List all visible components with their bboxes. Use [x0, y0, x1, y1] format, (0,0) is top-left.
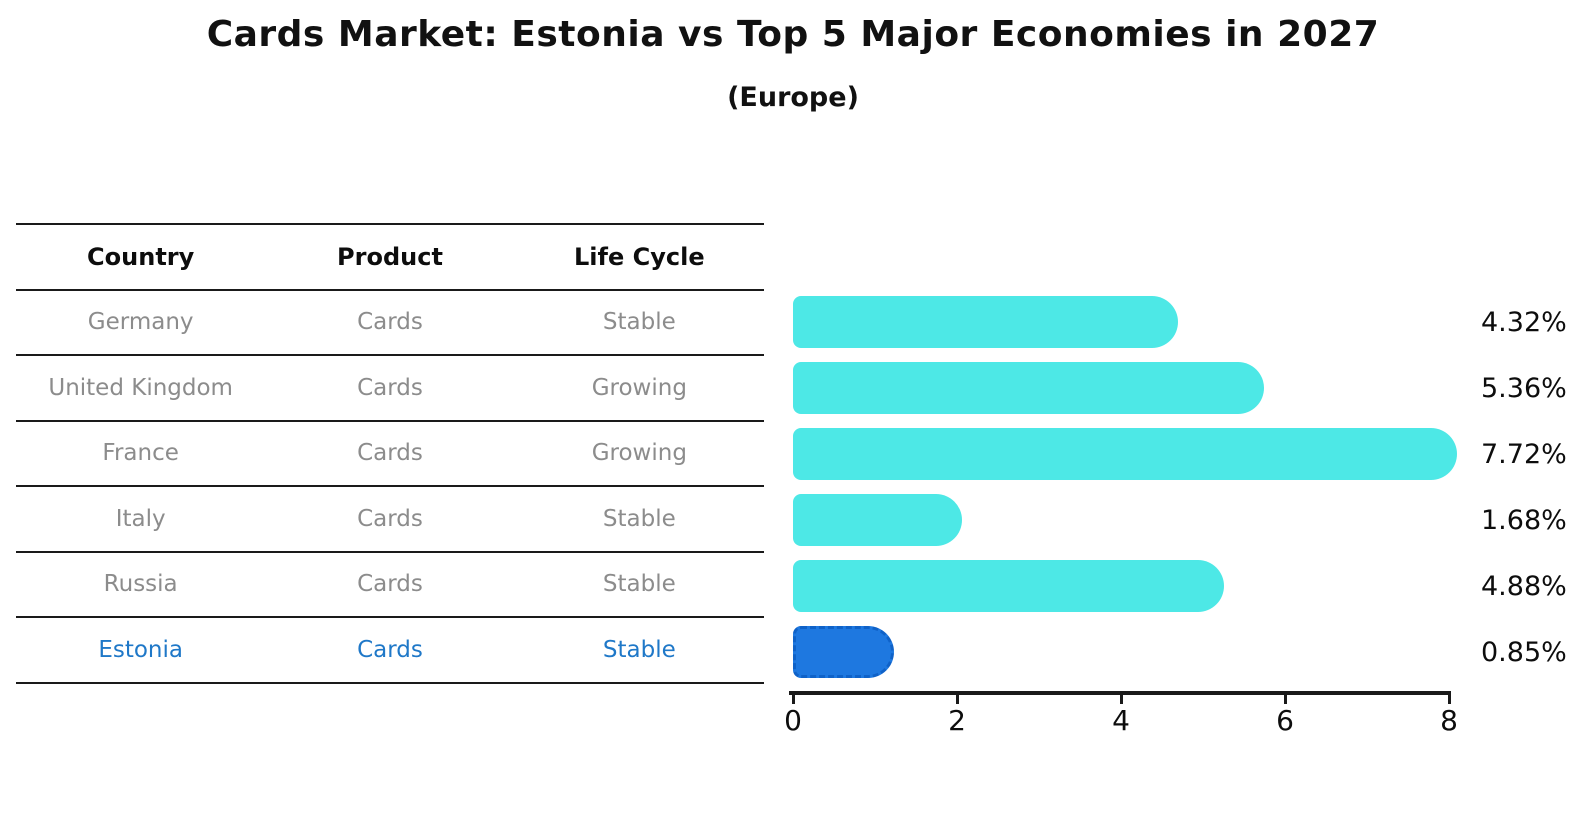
product-cell: Cards [357, 309, 423, 336]
country-cell: Italy [115, 505, 166, 532]
x-axis-tick [1119, 694, 1123, 704]
life-cycle-cell: Stable [602, 505, 676, 532]
x-tick-label: 8 [1440, 704, 1458, 737]
table-row-estonia: Estonia Cards Stable [16, 618, 764, 684]
life-cycle-cell: Growing [591, 374, 687, 401]
table-row: Germany Cards Stable [16, 291, 764, 356]
chart-title: Cards Market: Estonia vs Top 5 Major Eco… [206, 14, 1380, 55]
bar-russia [793, 560, 1224, 612]
value-label: 5.36% [1481, 373, 1567, 404]
value-label: 4.32% [1481, 307, 1567, 338]
x-tick-label: 2 [948, 704, 966, 737]
x-axis-tick [1447, 694, 1451, 704]
x-axis-tick [1283, 694, 1287, 704]
x-tick-label: 4 [1112, 704, 1130, 737]
bar-germany [793, 296, 1178, 348]
x-axis-tick [955, 694, 959, 704]
country-cell: France [102, 440, 179, 467]
life-cycle-cell: Stable [602, 309, 676, 336]
column-header-product: Product [337, 242, 443, 271]
table-row: Russia Cards Stable [16, 553, 764, 618]
country-table: Country Product Life Cycle Germany Cards… [16, 223, 764, 684]
life-cycle-cell: Stable [602, 571, 676, 598]
column-header-country: Country [87, 242, 195, 271]
bar-italy [793, 494, 962, 546]
x-axis-line [789, 691, 1451, 695]
value-label: 0.85% [1481, 637, 1567, 668]
country-cell: United Kingdom [48, 374, 233, 401]
country-cell: Estonia [98, 636, 183, 663]
table-row: United Kingdom Cards Growing [16, 356, 764, 422]
value-label: 4.88% [1481, 571, 1567, 602]
x-tick-label: 6 [1276, 704, 1294, 737]
value-label: 1.68% [1481, 505, 1567, 536]
product-cell: Cards [357, 571, 423, 598]
column-header-life-cycle: Life Cycle [574, 242, 705, 271]
product-cell: Cards [357, 440, 423, 467]
table-row: Italy Cards Stable [16, 487, 764, 553]
country-cell: Russia [103, 571, 178, 598]
bar-estonia [793, 626, 894, 678]
product-cell: Cards [357, 374, 423, 401]
x-axis-tick [791, 694, 795, 704]
bar-france [793, 428, 1457, 480]
value-label: 7.72% [1481, 439, 1567, 470]
bar-united-kingdom [793, 362, 1264, 414]
table-row: France Cards Growing [16, 422, 764, 487]
table-header-row: Country Product Life Cycle [16, 225, 764, 291]
life-cycle-cell: Growing [591, 440, 687, 467]
life-cycle-cell: Stable [602, 636, 676, 663]
x-tick-label: 0 [784, 704, 802, 737]
country-cell: Germany [87, 309, 194, 336]
chart-subtitle: (Europe) [727, 82, 859, 113]
product-cell: Cards [357, 505, 423, 532]
product-cell: Cards [357, 636, 423, 663]
